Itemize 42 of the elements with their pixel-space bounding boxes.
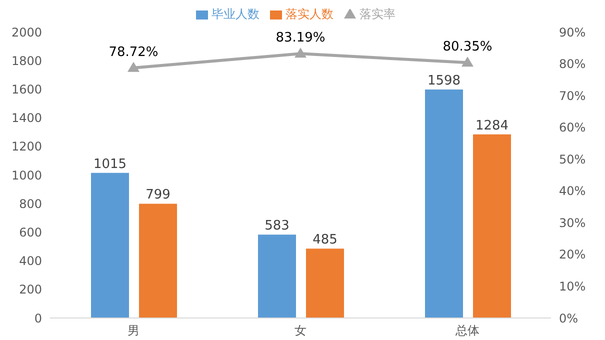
data-label: 799: [146, 188, 170, 203]
bar: [306, 248, 344, 318]
data-label: 1598: [427, 73, 461, 88]
y2-tick-label: 90%: [559, 25, 586, 40]
bar: [258, 234, 296, 318]
y2-tick-label: 30%: [559, 216, 586, 230]
y2-tick-label: 40%: [559, 184, 586, 198]
y-tick-label: 1200: [11, 140, 42, 154]
data-label: 1284: [475, 118, 509, 134]
y2-tick-label: 80%: [559, 57, 586, 72]
y2-tick-label: 60%: [559, 120, 586, 135]
y-tick-label: 1600: [11, 82, 42, 96]
data-label: 485: [312, 232, 338, 248]
data-label: 80.35%: [442, 40, 492, 55]
bar: [473, 134, 511, 318]
y-tick-label: 1400: [11, 111, 42, 126]
legend-label: 毕业人数: [212, 7, 260, 21]
y2-tick-label: 70%: [559, 88, 586, 103]
y2-tick-label: 10%: [559, 279, 586, 294]
x-tick-label: 女: [294, 324, 306, 338]
y-tick-label: 1000: [11, 168, 42, 182]
x-tick-label: 男: [128, 324, 140, 338]
bar: [425, 89, 463, 318]
data-label: 1015: [93, 156, 127, 172]
bar: [139, 204, 177, 318]
y-tick-label: 0: [34, 311, 42, 326]
y-tick-label: 400: [19, 254, 42, 268]
data-label: 83.19%: [276, 30, 326, 46]
y2-tick-label: 0%: [559, 311, 578, 326]
y-tick-label: 200: [19, 282, 42, 297]
legend-label: 落实人数: [286, 7, 334, 21]
x-tick-label: 总体: [454, 324, 480, 338]
data-label: 583: [264, 218, 290, 234]
bar: [91, 172, 129, 318]
y2-tick-label: 50%: [559, 152, 586, 166]
y-tick-label: 600: [19, 225, 42, 240]
y-tick-label: 800: [19, 196, 42, 211]
legend-label: 落实率: [360, 7, 396, 21]
y-tick-label: 2000: [11, 25, 42, 40]
y-tick-label: 1800: [11, 54, 42, 68]
y2-tick-label: 20%: [559, 248, 586, 262]
data-label: 78.72%: [108, 44, 158, 60]
